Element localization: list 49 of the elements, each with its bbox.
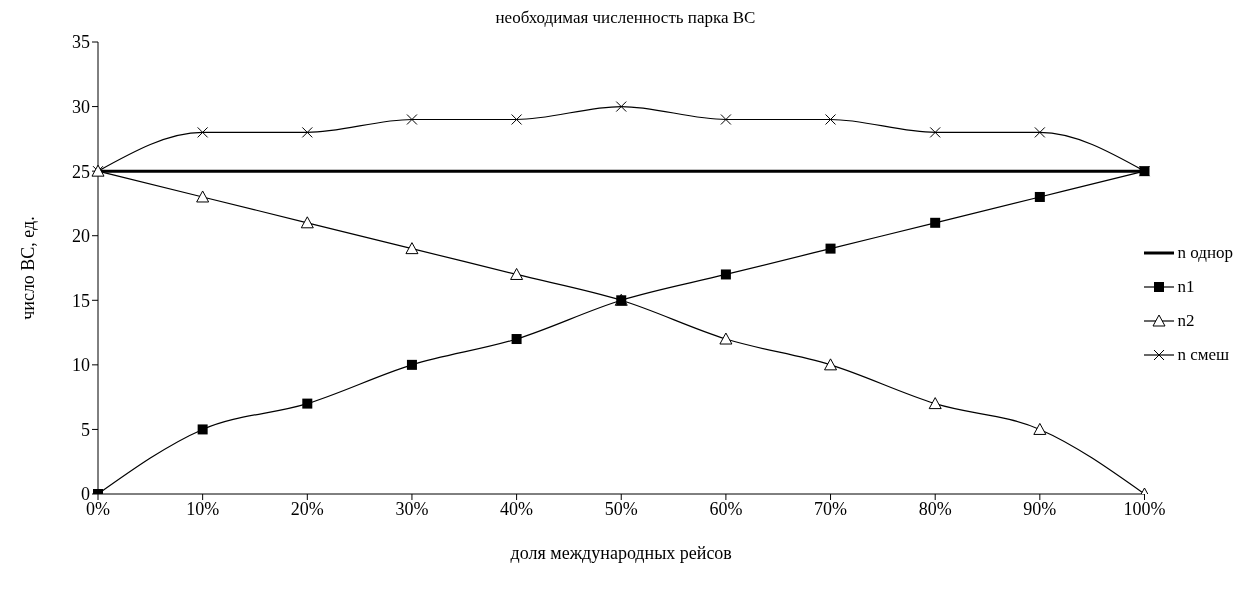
x-tick-label: 20% xyxy=(290,498,324,519)
point xyxy=(824,358,838,371)
point xyxy=(1033,422,1047,435)
y-tick-label: 30 xyxy=(72,96,90,117)
y-tick-label: 20 xyxy=(72,226,90,247)
chart-title: необходимая численность парка ВС xyxy=(494,8,757,29)
point xyxy=(720,269,731,280)
point xyxy=(929,126,941,138)
point xyxy=(406,359,417,370)
point xyxy=(300,216,314,229)
point xyxy=(1034,126,1046,138)
x-tick-label: 60% xyxy=(709,498,743,519)
point xyxy=(406,113,418,125)
point xyxy=(825,113,837,125)
y-tick-label: 10 xyxy=(72,355,90,376)
x-tick-label: 10% xyxy=(186,498,220,519)
point xyxy=(615,101,627,113)
legend-label: n смеш xyxy=(1177,345,1230,365)
y-tick-label: 25 xyxy=(72,161,90,182)
y-axis-title: число ВС, ед. xyxy=(18,216,39,320)
x-tick-label: 100% xyxy=(1123,498,1166,519)
point xyxy=(719,332,733,345)
point xyxy=(197,126,209,138)
y-tick-label: 5 xyxy=(81,419,90,440)
point xyxy=(720,113,732,125)
legend-label: n однор xyxy=(1177,243,1233,263)
point xyxy=(930,217,941,228)
point xyxy=(928,397,942,410)
point xyxy=(301,126,313,138)
point xyxy=(510,267,524,280)
legend-label: n2 xyxy=(1177,311,1195,331)
x-tick-label: 30% xyxy=(395,498,429,519)
point xyxy=(196,190,210,203)
point xyxy=(825,243,836,254)
x-axis-title: доля международных рейсов xyxy=(510,543,732,563)
point xyxy=(197,424,208,435)
y-tick-label: 15 xyxy=(72,290,90,311)
point xyxy=(302,398,313,409)
point xyxy=(1034,191,1045,202)
point xyxy=(405,242,419,255)
x-tick-label: 80% xyxy=(918,498,952,519)
x-tick-label: 90% xyxy=(1023,498,1057,519)
point xyxy=(511,113,523,125)
point xyxy=(511,334,522,345)
x-tick-label: 50% xyxy=(604,498,638,519)
x-tick-label: 40% xyxy=(500,498,534,519)
y-tick-label: 35 xyxy=(72,32,90,53)
legend-label: n1 xyxy=(1177,277,1195,297)
x-tick-label: 70% xyxy=(814,498,848,519)
